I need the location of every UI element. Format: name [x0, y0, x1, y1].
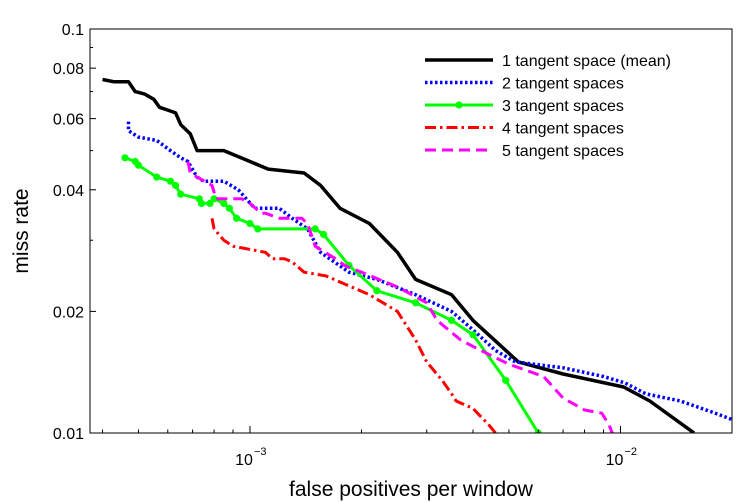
ticks-layer: 0.010.020.040.060.080.110 −3 10 −2	[53, 22, 637, 469]
legend-label-2: 2 tangent spaces	[502, 76, 624, 93]
x-tick-exponent-1: −3	[254, 446, 267, 458]
series-3-point-23	[469, 331, 477, 339]
series-line-4	[210, 218, 497, 433]
series-3-point-14	[233, 214, 241, 222]
series-3-point-13	[225, 204, 233, 212]
series-3-point-24	[502, 376, 510, 384]
series-3-point-22	[448, 316, 456, 324]
series-3-point-6	[172, 181, 180, 189]
legend: 1 tangent space (mean) 2 tangent spaces 3 …	[425, 53, 671, 160]
series-3-point-9	[197, 199, 206, 207]
series-line-1	[102, 77, 696, 433]
series-3-point-11	[210, 195, 218, 203]
legend-label-4: 4 tangent spaces	[502, 121, 624, 138]
series-3-point-15	[246, 219, 254, 228]
y-tick-label-5: 0.08	[53, 61, 84, 78]
legend-marker-3	[455, 101, 463, 109]
series-3-point-1	[121, 154, 129, 162]
series-line-2	[126, 121, 732, 422]
x-tick-exponent-2: −2	[624, 446, 637, 458]
y-tick-label-3: 0.04	[53, 183, 84, 200]
series-3-point-20	[373, 287, 381, 295]
x-axis-label: false positives per window	[289, 478, 534, 501]
legend-label-3: 3 tangent spaces	[502, 98, 624, 115]
series-3-point-12	[220, 199, 228, 207]
series-3-point-7	[177, 190, 185, 198]
series-line-5	[186, 161, 614, 433]
series-3-point-10	[206, 199, 214, 207]
legend-label-1: 1 tangent space (mean)	[502, 53, 671, 70]
series-layer	[102, 77, 732, 433]
series-3-point-17	[311, 225, 319, 233]
series-3-point-4	[153, 173, 161, 181]
series-3-point-18	[320, 230, 328, 239]
y-tick-label-6: 0.1	[62, 22, 84, 39]
y-tick-label-4: 0.06	[53, 112, 84, 129]
y-axis-label: miss rate	[10, 188, 33, 273]
y-tick-label-2: 0.02	[53, 304, 84, 321]
axes-layer	[89, 28, 733, 434]
legend-label-5: 5 tangent spaces	[502, 143, 624, 160]
series-3-point-16	[254, 225, 262, 233]
x-tick-label-1: 10	[235, 452, 253, 469]
x-tick-label-2: 10	[606, 452, 624, 469]
series-3-point-3	[134, 161, 142, 169]
y-tick-label-1: 0.01	[53, 426, 84, 443]
plot-frame	[89, 28, 733, 434]
series-3-point-5	[166, 177, 174, 185]
series-3-point-21	[412, 299, 420, 307]
